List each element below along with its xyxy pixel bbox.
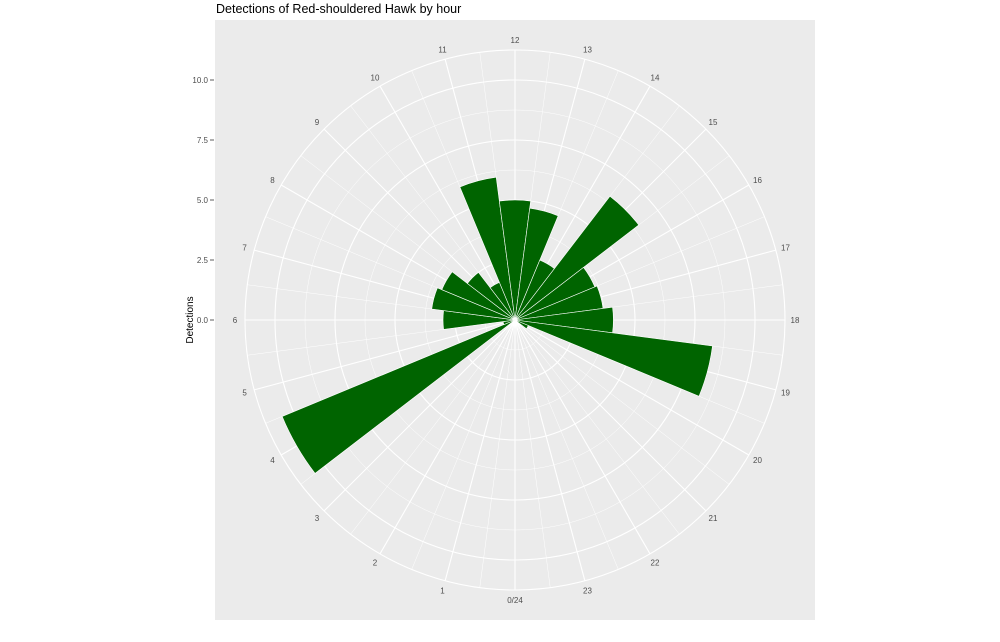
hour-label: 21 [709, 514, 718, 523]
grid-spoke [254, 319, 516, 391]
grid-spoke [444, 319, 516, 581]
hour-labels: 0/24123456789101112131415161718192021222… [233, 36, 800, 605]
hour-label: 2 [373, 558, 378, 567]
grid-spoke [411, 319, 516, 570]
y-tick-label: 0.0 [197, 316, 209, 325]
hour-label: 5 [242, 388, 247, 397]
hour-label: 10 [371, 74, 380, 83]
hour-label: 0/24 [507, 596, 523, 605]
hour-label: 17 [781, 244, 790, 253]
grid-spoke [479, 319, 516, 588]
bar-hour-4 [281, 319, 516, 474]
y-axis: 0.0 2.5 5.0 7.5 10.0 [192, 76, 214, 325]
grid-lines [244, 49, 786, 591]
hour-label: 1 [440, 586, 445, 595]
hour-label: 12 [511, 36, 520, 45]
hour-label: 9 [315, 118, 320, 127]
bar-hour-20 [514, 319, 529, 330]
bars [281, 176, 713, 474]
grid-spoke [514, 319, 707, 512]
grid-spoke [379, 85, 516, 321]
y-tick-label: 10.0 [192, 76, 208, 85]
bar-hour-15 [514, 195, 640, 321]
grid-spoke [514, 319, 750, 456]
grid-spoke [514, 319, 651, 555]
hour-label: 16 [753, 176, 762, 185]
hour-label: 18 [791, 316, 800, 325]
grid-spoke [514, 319, 619, 570]
grid-spoke [323, 319, 516, 512]
grid-spoke [514, 319, 551, 588]
bar-hour-7 [431, 287, 516, 321]
bar-hour-8 [441, 271, 516, 321]
grid-spoke [379, 319, 516, 555]
hour-label: 8 [270, 176, 275, 185]
hour-label: 14 [651, 74, 660, 83]
y-tick-label: 7.5 [197, 136, 209, 145]
grid-spoke [514, 319, 586, 581]
hour-label: 20 [753, 456, 762, 465]
hour-label: 23 [583, 586, 592, 595]
bar-hour-11 [459, 176, 516, 321]
hour-label: 3 [315, 514, 320, 523]
hour-label: 22 [651, 558, 660, 567]
hour-label: 13 [583, 46, 592, 55]
hour-label: 11 [438, 46, 447, 55]
bar-hour-13 [514, 207, 559, 321]
bar-hour-19 [514, 319, 713, 397]
grid-spoke [514, 319, 730, 485]
y-axis-label: Detections [185, 296, 196, 343]
grid-spoke [514, 319, 680, 535]
hour-label: 4 [270, 456, 275, 465]
hour-label: 6 [233, 316, 238, 325]
bar-hour-9 [466, 271, 516, 321]
y-tick-label: 2.5 [197, 256, 209, 265]
hour-label: 15 [709, 118, 718, 127]
bar-hour-12 [499, 199, 531, 321]
grid-spoke [350, 319, 516, 535]
hour-label: 19 [781, 388, 790, 397]
hour-label: 7 [242, 244, 247, 253]
y-tick-label: 5.0 [197, 196, 209, 205]
chart-title: Detections of Red-shouldered Hawk by hou… [216, 2, 462, 16]
